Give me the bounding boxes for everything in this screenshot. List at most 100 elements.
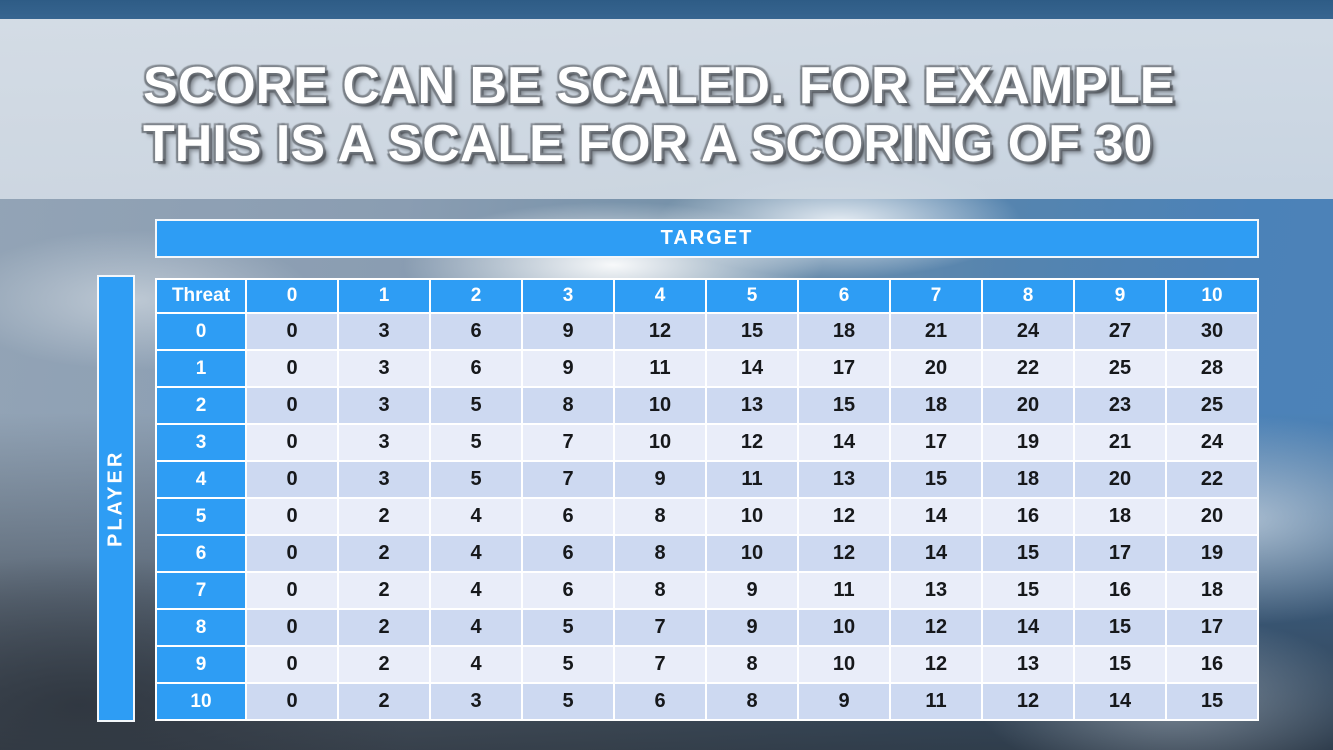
- score-cell-r7-c10: 18: [1167, 573, 1257, 608]
- row-header-10: 10: [157, 684, 245, 719]
- score-cell-r4-c3: 7: [523, 462, 613, 497]
- row-header-6: 6: [157, 536, 245, 571]
- score-cell-r10-c0: 0: [247, 684, 337, 719]
- score-cell-r5-c9: 18: [1075, 499, 1165, 534]
- slide-title-line2: THIS IS A SCALE FOR A SCORING OF 30: [143, 115, 1153, 173]
- score-cell-r1-c5: 14: [707, 351, 797, 386]
- col-header-7: 7: [891, 280, 981, 312]
- row-header-7: 7: [157, 573, 245, 608]
- score-cell-r6-c0: 0: [247, 536, 337, 571]
- score-cell-r7-c7: 13: [891, 573, 981, 608]
- score-cell-r1-c2: 6: [431, 351, 521, 386]
- score-cell-r2-c6: 15: [799, 388, 889, 423]
- score-cell-r9-c9: 15: [1075, 647, 1165, 682]
- score-cell-r3-c7: 17: [891, 425, 981, 460]
- score-cell-r9-c5: 8: [707, 647, 797, 682]
- score-cell-r9-c4: 7: [615, 647, 705, 682]
- score-cell-r4-c6: 13: [799, 462, 889, 497]
- score-cell-r7-c3: 6: [523, 573, 613, 608]
- score-cell-r5-c2: 4: [431, 499, 521, 534]
- score-cell-r2-c4: 10: [615, 388, 705, 423]
- score-cell-r3-c6: 14: [799, 425, 889, 460]
- col-header-5: 5: [707, 280, 797, 312]
- row-header-8: 8: [157, 610, 245, 645]
- score-cell-r3-c10: 24: [1167, 425, 1257, 460]
- score-cell-r3-c3: 7: [523, 425, 613, 460]
- score-cell-r5-c0: 0: [247, 499, 337, 534]
- score-cell-r7-c1: 2: [339, 573, 429, 608]
- col-header-10: 10: [1167, 280, 1257, 312]
- score-cell-r0-c1: 3: [339, 314, 429, 349]
- score-cell-r5-c8: 16: [983, 499, 1073, 534]
- score-cell-r6-c6: 12: [799, 536, 889, 571]
- score-cell-r4-c10: 22: [1167, 462, 1257, 497]
- score-cell-r10-c5: 8: [707, 684, 797, 719]
- col-header-8: 8: [983, 280, 1073, 312]
- score-cell-r4-c5: 11: [707, 462, 797, 497]
- row-header-2: 2: [157, 388, 245, 423]
- score-cell-r7-c0: 0: [247, 573, 337, 608]
- score-cell-r3-c9: 21: [1075, 425, 1165, 460]
- score-cell-r5-c5: 10: [707, 499, 797, 534]
- score-cell-r0-c4: 12: [615, 314, 705, 349]
- score-cell-r1-c10: 28: [1167, 351, 1257, 386]
- score-cell-r2-c2: 5: [431, 388, 521, 423]
- score-cell-r5-c1: 2: [339, 499, 429, 534]
- score-cell-r1-c8: 22: [983, 351, 1073, 386]
- col-header-6: 6: [799, 280, 889, 312]
- score-cell-r6-c2: 4: [431, 536, 521, 571]
- score-cell-r6-c5: 10: [707, 536, 797, 571]
- col-header-9: 9: [1075, 280, 1165, 312]
- score-cell-r10-c8: 12: [983, 684, 1073, 719]
- score-cell-r10-c6: 9: [799, 684, 889, 719]
- score-cell-r6-c4: 8: [615, 536, 705, 571]
- col-header-0: 0: [247, 280, 337, 312]
- score-cell-r4-c4: 9: [615, 462, 705, 497]
- score-cell-r8-c2: 4: [431, 610, 521, 645]
- score-cell-r10-c1: 2: [339, 684, 429, 719]
- score-cell-r2-c1: 3: [339, 388, 429, 423]
- score-cell-r6-c1: 2: [339, 536, 429, 571]
- score-cell-r9-c8: 13: [983, 647, 1073, 682]
- score-cell-r7-c6: 11: [799, 573, 889, 608]
- player-axis-label: PLAYER: [104, 449, 127, 548]
- score-cell-r6-c7: 14: [891, 536, 981, 571]
- score-cell-r9-c0: 0: [247, 647, 337, 682]
- score-cell-r1-c3: 9: [523, 351, 613, 386]
- score-cell-r8-c0: 0: [247, 610, 337, 645]
- score-cell-r6-c3: 6: [523, 536, 613, 571]
- score-cell-r4-c0: 0: [247, 462, 337, 497]
- player-axis-bar: PLAYER: [97, 275, 135, 722]
- score-cell-r10-c10: 15: [1167, 684, 1257, 719]
- score-cell-r10-c2: 3: [431, 684, 521, 719]
- matrix-table: Threat 0 1 2 3 4 5 6 7 8 9 10 0 0 3 6 9 12 15 18 21 24 27 30 1 0 3…: [155, 278, 1259, 721]
- score-cell-r7-c5: 9: [707, 573, 797, 608]
- corner-label: Threat: [157, 280, 245, 312]
- score-cell-r1-c6: 17: [799, 351, 889, 386]
- score-cell-r2-c10: 25: [1167, 388, 1257, 423]
- score-cell-r8-c3: 5: [523, 610, 613, 645]
- row-header-4: 4: [157, 462, 245, 497]
- score-cell-r2-c9: 23: [1075, 388, 1165, 423]
- score-cell-r9-c6: 10: [799, 647, 889, 682]
- score-cell-r9-c3: 5: [523, 647, 613, 682]
- title-band: SCORE CAN BE SCALED. FOR EXAMPLE THIS IS…: [0, 19, 1333, 199]
- score-cell-r9-c1: 2: [339, 647, 429, 682]
- score-cell-r4-c9: 20: [1075, 462, 1165, 497]
- score-cell-r10-c4: 6: [615, 684, 705, 719]
- score-cell-r8-c4: 7: [615, 610, 705, 645]
- score-cell-r2-c7: 18: [891, 388, 981, 423]
- score-cell-r7-c8: 15: [983, 573, 1073, 608]
- target-axis-label: TARGET: [660, 227, 754, 249]
- score-cell-r9-c10: 16: [1167, 647, 1257, 682]
- score-cell-r1-c7: 20: [891, 351, 981, 386]
- score-cell-r1-c4: 11: [615, 351, 705, 386]
- score-cell-r5-c3: 6: [523, 499, 613, 534]
- row-header-1: 1: [157, 351, 245, 386]
- score-cell-r5-c10: 20: [1167, 499, 1257, 534]
- score-cell-r9-c7: 12: [891, 647, 981, 682]
- score-cell-r4-c2: 5: [431, 462, 521, 497]
- row-header-5: 5: [157, 499, 245, 534]
- top-sky-strip: [0, 0, 1333, 19]
